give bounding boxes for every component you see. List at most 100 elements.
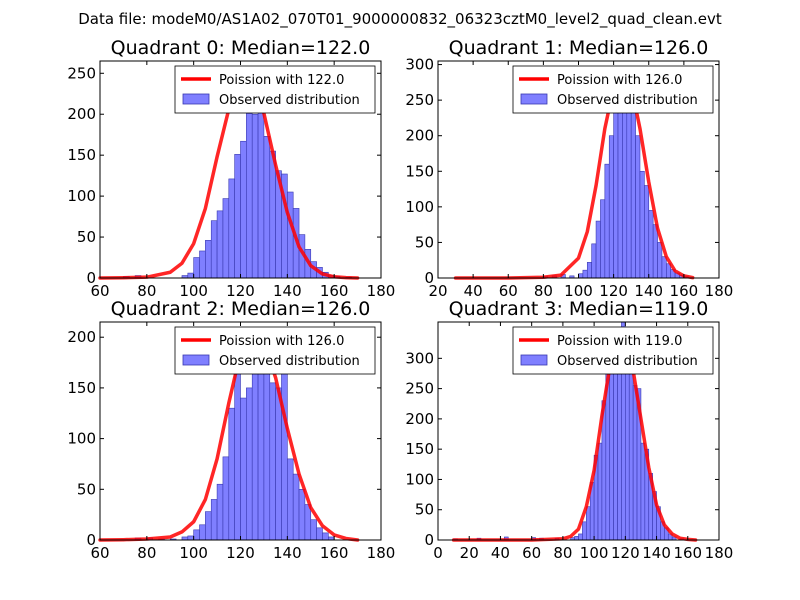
x-tick-label: 40: [464, 282, 483, 300]
x-axis: 60 80 100 120 140 160 180: [90, 61, 395, 300]
y-axis: 0 50 100 150 200 250 300: [405, 349, 719, 549]
histogram-bar: [292, 473, 300, 541]
histogram-bar: [322, 532, 329, 541]
histogram-bar: [628, 355, 634, 541]
histogram-bar: [652, 224, 658, 279]
histogram-bar: [597, 442, 603, 541]
histogram-bar: [661, 256, 667, 279]
x-axis: 60 80 100 120 140 160 180: [90, 322, 395, 562]
legend-hist-label: Observed distribution: [219, 354, 360, 369]
legend-hist-label: Observed distribution: [557, 354, 698, 369]
histogram-bar: [613, 106, 619, 279]
y-tick-label: 50: [77, 228, 96, 246]
panel-title: Quadrant 0: Median=122.0: [111, 37, 371, 59]
y-tick-label: 200: [405, 410, 434, 428]
histogram-bar: [251, 113, 259, 279]
x-axis: 0 20 40 60 80 100 120 140 160 180: [433, 322, 733, 562]
histogram-bar: [657, 242, 663, 279]
histogram-bar: [622, 85, 628, 279]
y-tick-label: 50: [415, 501, 434, 519]
histogram-bar: [216, 483, 224, 541]
legend-hist-swatch: [182, 93, 210, 105]
histogram-bar: [240, 140, 247, 279]
y-tick-label: 150: [405, 162, 434, 180]
x-tick-label: 140: [642, 544, 671, 562]
histogram-bar: [625, 345, 630, 541]
x-tick-label: 160: [320, 544, 349, 562]
histogram-bar: [240, 397, 247, 541]
legend-curve-label: Poission with 126.0: [219, 334, 344, 349]
panel-quadrant-0: Quadrant 0: Median=122.0 60 80 100 120 140 160…: [67, 37, 395, 300]
legend: Poission with 122.0 Observed distribution: [174, 65, 376, 114]
axes-frame: [437, 321, 720, 541]
y-tick-label: 100: [405, 470, 434, 488]
y-tick-label: 300: [405, 349, 434, 367]
legend-box: [174, 326, 376, 375]
figure-suptitle: Data file: modeM0/AS1A02_070T01_90000008…: [78, 10, 722, 29]
x-tick-label: 120: [611, 544, 640, 562]
histogram-bar: [304, 504, 312, 541]
x-tick-label: 0: [433, 544, 443, 562]
panel-title: Quadrant 2: Median=126.0: [111, 298, 371, 320]
histogram: [134, 336, 335, 541]
legend-hist-label: Observed distribution: [557, 93, 698, 108]
x-tick-label: 140: [634, 282, 663, 300]
panel-quadrant-3: Quadrant 3: Median=119.00 20 40 60 80 100 120 1…: [405, 298, 733, 562]
y-tick-label: 150: [405, 440, 434, 458]
legend-curve-label: Poission with 122.0: [219, 73, 344, 88]
y-tick-label: 300: [405, 56, 434, 74]
histogram-bar: [269, 382, 276, 541]
histogram-bar: [222, 456, 230, 541]
x-axis: 20 40 60 80 100 120 140 160 180: [428, 61, 733, 300]
histogram-bar: [640, 442, 646, 541]
histogram-bar: [635, 135, 641, 279]
legend-hist-swatch: [520, 93, 548, 105]
legend-hist-swatch: [182, 354, 210, 366]
histogram-bar: [187, 272, 194, 279]
x-tick-label: 80: [137, 544, 156, 562]
histogram-bar: [632, 385, 638, 541]
histogram-bar: [639, 170, 645, 279]
legend-box: [512, 65, 714, 114]
histogram-bar: [586, 506, 591, 541]
x-tick-label: 180: [705, 282, 734, 300]
y-tick-label: 50: [415, 233, 434, 251]
histogram-bar: [316, 527, 323, 541]
histogram-bar: [591, 243, 597, 279]
histogram-bar: [600, 199, 606, 279]
histogram-bar: [263, 136, 271, 279]
panel-title: Quadrant 3: Median=119.0: [449, 298, 709, 320]
histogram-bar: [210, 220, 218, 279]
histogram-bar: [287, 191, 294, 279]
histogram-bar: [257, 347, 265, 541]
x-tick-label: 100: [179, 544, 208, 562]
x-tick-label: 60: [90, 282, 109, 300]
x-tick-label: 20: [460, 544, 479, 562]
legend: Poission with 126.0 Observed distribution: [174, 326, 376, 375]
x-tick-label: 100: [179, 282, 208, 300]
histogram-bar: [199, 250, 206, 279]
y-tick-label: 0: [86, 531, 96, 549]
legend-box: [174, 65, 376, 114]
x-tick-label: 120: [226, 282, 255, 300]
histogram-bar: [228, 407, 235, 541]
histogram-bar: [648, 210, 654, 279]
y-tick-label: 100: [405, 198, 434, 216]
histogram-bar: [578, 273, 584, 279]
x-tick-label: 60: [499, 282, 518, 300]
y-tick-label: 250: [67, 64, 96, 82]
x-tick-label: 60: [522, 544, 541, 562]
x-tick-label: 160: [670, 282, 699, 300]
histogram-bar: [199, 524, 206, 541]
y-tick-label: 150: [67, 146, 96, 164]
x-tick-label: 160: [320, 282, 349, 300]
histogram-bar: [234, 154, 241, 279]
x-tick-label: 140: [273, 282, 302, 300]
x-tick-label: 80: [534, 282, 553, 300]
x-tick-label: 20: [428, 282, 447, 300]
y-tick-label: 0: [424, 531, 434, 549]
y-tick-label: 100: [67, 187, 96, 205]
y-axis: 0 50 100 150 200 250: [67, 64, 381, 287]
histogram-bar: [310, 519, 317, 541]
histogram-bar: [246, 387, 253, 541]
